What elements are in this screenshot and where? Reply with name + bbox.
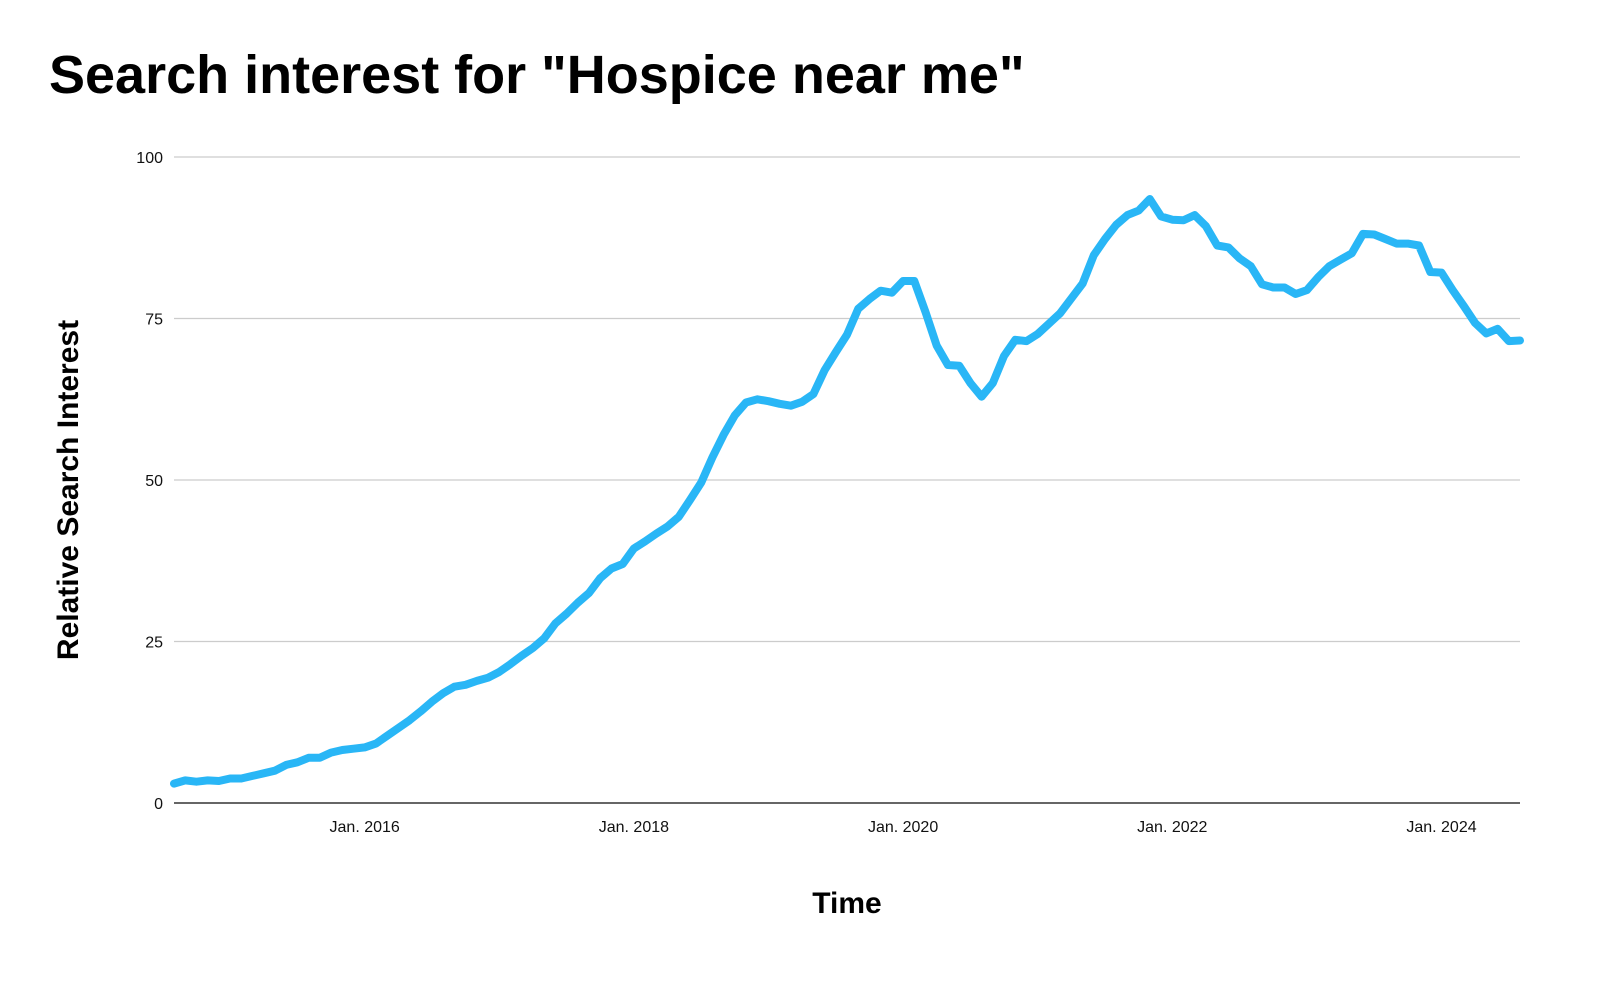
y-tick-label: 100 bbox=[136, 150, 163, 167]
y-tick-label: 25 bbox=[145, 635, 163, 652]
y-tick-label: 50 bbox=[145, 473, 163, 490]
y-axis-title: Relative Search Interest bbox=[52, 320, 85, 660]
x-tick-label: Jan. 2018 bbox=[599, 819, 669, 836]
chart-title: Search interest for "Hospice near me" bbox=[49, 45, 1025, 105]
y-tick-label: 75 bbox=[145, 312, 163, 329]
x-tick-label: Jan. 2022 bbox=[1137, 819, 1207, 836]
gridlines bbox=[174, 156, 1520, 643]
x-tick-label: Jan. 2024 bbox=[1406, 819, 1476, 836]
y-tick-labels: 0 25 50 75 100 bbox=[136, 150, 163, 813]
x-tick-labels: Jan. 2016 Jan. 2018 Jan. 2020 Jan. 2022 Jan.… bbox=[330, 819, 1477, 836]
x-tick-label: Jan. 2020 bbox=[868, 819, 938, 836]
y-tick-label: 0 bbox=[154, 796, 163, 813]
x-axis-title: Time bbox=[812, 887, 881, 920]
x-tick-label: Jan. 2016 bbox=[330, 819, 400, 836]
series-line bbox=[170, 195, 1524, 788]
